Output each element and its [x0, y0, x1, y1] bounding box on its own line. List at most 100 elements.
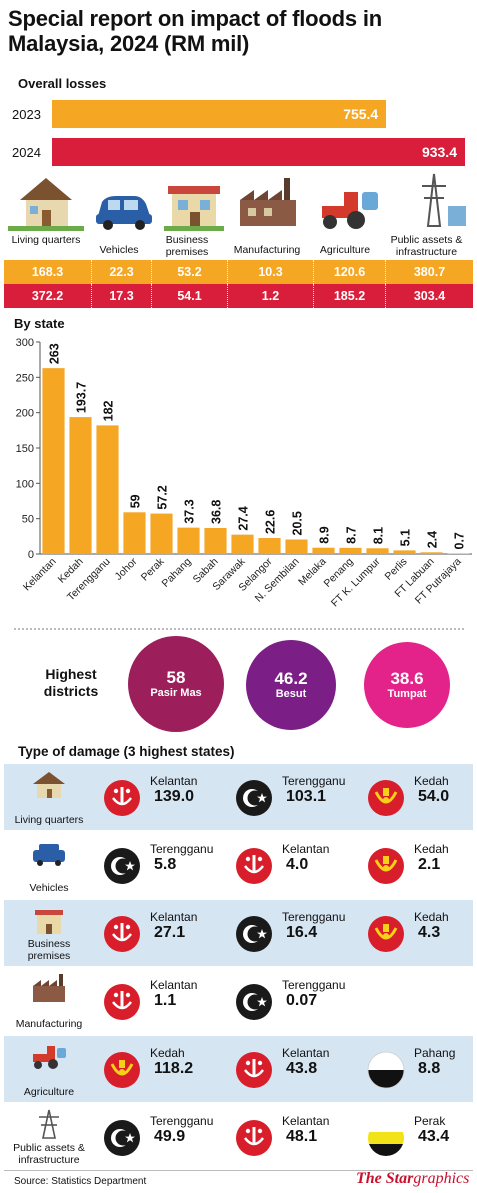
damage-entry: Terengganu 103.1: [228, 772, 350, 822]
kedah-flag-icon: [104, 1052, 140, 1088]
kelantan-flag-icon: [104, 984, 140, 1020]
state-name: Kelantan: [282, 842, 330, 856]
state-value: 54.0: [418, 788, 450, 805]
value-2024-vehicles: 17.3: [92, 284, 152, 308]
damage-entry: Terengganu 0.07: [228, 976, 350, 1026]
bar-ft-labuan: [420, 552, 443, 554]
district-value: 58: [166, 668, 186, 687]
damage-category: Living quarters: [4, 764, 94, 830]
category-label-agriculture: Agriculture: [319, 244, 371, 256]
y-tick-label: 0: [28, 549, 34, 561]
state-name: Kelantan: [282, 1046, 330, 1060]
state-name: Perak: [414, 1114, 446, 1128]
overall-value-2024: 933.4: [421, 144, 457, 160]
type-of-damage-heading: Type of damage (3 highest states): [18, 744, 235, 759]
damage-row: Business premises Kelantan 27.1 Terengganu 1…: [4, 900, 473, 966]
source-note: Source: Statistics Department: [14, 1176, 147, 1187]
state-value: 8.8: [418, 1060, 441, 1077]
category-label-public-assets: Public assets & infrastructure: [390, 234, 463, 258]
tractor-icon: [33, 1046, 66, 1069]
state-value: 139.0: [154, 788, 195, 805]
state-value: 4.0: [286, 856, 309, 873]
terengganu-flag-icon: [104, 848, 140, 884]
shop-icon: [35, 910, 63, 934]
damage-entry: Terengganu 16.4: [228, 908, 350, 958]
category-label-vehicles: Vehicles: [99, 244, 139, 256]
factory-icon: [33, 974, 65, 1002]
damage-entry: Kelantan 4.0: [228, 840, 350, 890]
terengganu-flag-icon: [236, 984, 272, 1020]
damage-entry: Kedah 54.0: [360, 772, 477, 822]
damage-entry: Kelantan 27.1: [96, 908, 218, 958]
damage-category-label: Business premises: [27, 938, 71, 962]
category-values-2024: 372.2 17.3 54.1 1.2 185.2 303.4: [4, 284, 473, 308]
house-icon: [33, 772, 65, 798]
bar-value-label: 182: [102, 400, 116, 421]
state-name: Terengganu: [150, 1114, 214, 1128]
category-label-manufacturing: Manufacturing: [233, 244, 301, 256]
power-tower-icon: [39, 1109, 59, 1139]
state-value: 43.4: [418, 1128, 450, 1145]
state-bar-chart: 050100150200250300263Kelantan193.7Kedah1…: [16, 337, 472, 609]
state-value: 16.4: [286, 924, 318, 941]
kelantan-flag-icon: [236, 1120, 272, 1156]
kedah-flag-icon: [368, 780, 404, 816]
state-name: Terengganu: [282, 978, 346, 992]
bar-kelantan: [42, 368, 65, 554]
kedah-flag-icon: [368, 848, 404, 884]
y-tick-label: 150: [16, 443, 34, 455]
value-2024-business: 54.1: [152, 284, 228, 308]
damage-category: Business premises: [4, 900, 94, 966]
y-tick-label: 200: [16, 408, 34, 420]
bar-sarawak: [231, 534, 254, 554]
kelantan-flag-icon: [236, 848, 272, 884]
state-name: Terengganu: [150, 842, 214, 856]
by-state-heading: By state: [14, 316, 65, 331]
damage-category-label: Manufacturing: [15, 1018, 83, 1030]
damage-entry: Terengganu 49.9: [96, 1112, 218, 1162]
y-tick-label: 300: [16, 337, 34, 349]
value-2023-business: 53.2: [152, 260, 228, 284]
state-name: Kedah: [150, 1046, 185, 1060]
bar-value-label: 5.1: [399, 529, 413, 546]
bar-value-label: 2.4: [426, 531, 440, 548]
state-value: 103.1: [286, 788, 327, 805]
overall-bar-2023: 755.4: [52, 100, 387, 128]
category-label: Johor: [113, 555, 140, 582]
bar-perak: [150, 513, 173, 554]
state-name: Kelantan: [150, 774, 198, 788]
house-icon: [8, 178, 84, 231]
category-icons: [8, 173, 466, 231]
bar-ft-k-lumpur: [366, 548, 389, 554]
bar-value-label: 20.5: [291, 511, 305, 535]
overall-bar-2024: 933.4: [52, 138, 465, 166]
district-name: Besut: [275, 688, 307, 700]
y-tick-label: 100: [16, 478, 34, 490]
bar-kedah: [69, 417, 92, 554]
state-value: 1.1: [154, 992, 177, 1009]
state-value: 2.1: [418, 856, 441, 873]
state-value: 48.1: [286, 1128, 318, 1145]
damage-entry: Pahang 8.8: [360, 1044, 477, 1094]
bar-value-label: 8.1: [372, 527, 386, 544]
bar-value-label: 37.3: [183, 499, 197, 523]
state-value: 27.1: [154, 924, 186, 941]
overall-value-2023: 755.4: [343, 106, 379, 122]
category-label: Kelantan: [21, 556, 59, 594]
terengganu-flag-icon: [104, 1120, 140, 1156]
car-icon: [33, 844, 65, 866]
shop-icon: [164, 186, 224, 231]
page-title: Special report on impact of floods in Ma…: [8, 6, 382, 56]
bar-value-label: 193.7: [75, 382, 89, 413]
kelantan-flag-icon: [104, 916, 140, 952]
damage-entry: Kelantan 43.8: [228, 1044, 350, 1094]
state-name: Terengganu: [282, 910, 346, 924]
year-2024-label: 2024: [12, 145, 41, 160]
district-circle-tumpat: 38.6 Tumpat: [364, 642, 450, 728]
value-2023-living: 168.3: [4, 260, 92, 284]
damage-category-label: Agriculture: [23, 1086, 75, 1098]
perak-flag-icon: [368, 1120, 404, 1156]
damage-row: Vehicles Terengganu 5.8 Kelantan 4.0 Kedah 2.1: [4, 832, 473, 898]
category-values-2023: 168.3 22.3 53.2 10.3 120.6 380.7: [4, 260, 473, 284]
damage-row: Manufacturing Kelantan 1.1 Terengganu 0.07: [4, 968, 473, 1034]
